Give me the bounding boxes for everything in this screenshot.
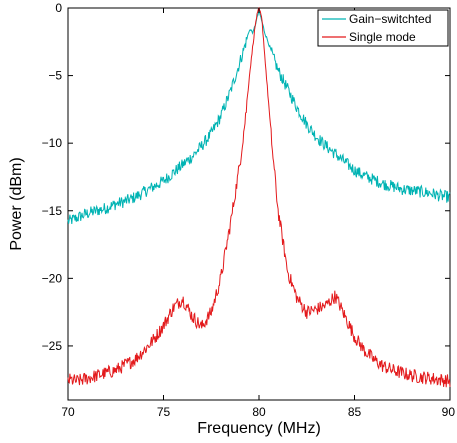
y-tick-label: −20 — [42, 271, 63, 285]
x-tick-label: 70 — [61, 405, 75, 419]
legend-label-gain-switched: Gain−switchted — [349, 12, 431, 26]
legend-label-single-mode: Single mode — [349, 30, 416, 44]
x-tick-label: 80 — [252, 405, 266, 419]
y-tick-label: −5 — [48, 69, 62, 83]
y-tick-label: 0 — [55, 1, 62, 15]
y-tick-label: −10 — [42, 136, 63, 150]
tick-marks — [67, 7, 451, 400]
plot-area — [67, 6, 451, 401]
y-tick-labels: 0 −5 −10 −15 −20 −25 — [42, 1, 63, 353]
x-tick-labels: 70 75 80 85 90 — [61, 405, 455, 419]
legend-box — [317, 9, 449, 47]
x-tick-label: 85 — [348, 405, 362, 419]
legend: Gain−switchted Single mode — [317, 9, 449, 47]
x-axis-label: Frequency (MHz) — [197, 420, 321, 437]
y-axis-label: Power (dBm) — [8, 157, 25, 250]
x-tick-label: 75 — [157, 405, 171, 419]
y-tick-label: −15 — [42, 204, 63, 218]
x-tick-label: 90 — [442, 405, 456, 419]
y-tick-label: −25 — [42, 339, 63, 353]
plot-frame — [67, 7, 451, 401]
